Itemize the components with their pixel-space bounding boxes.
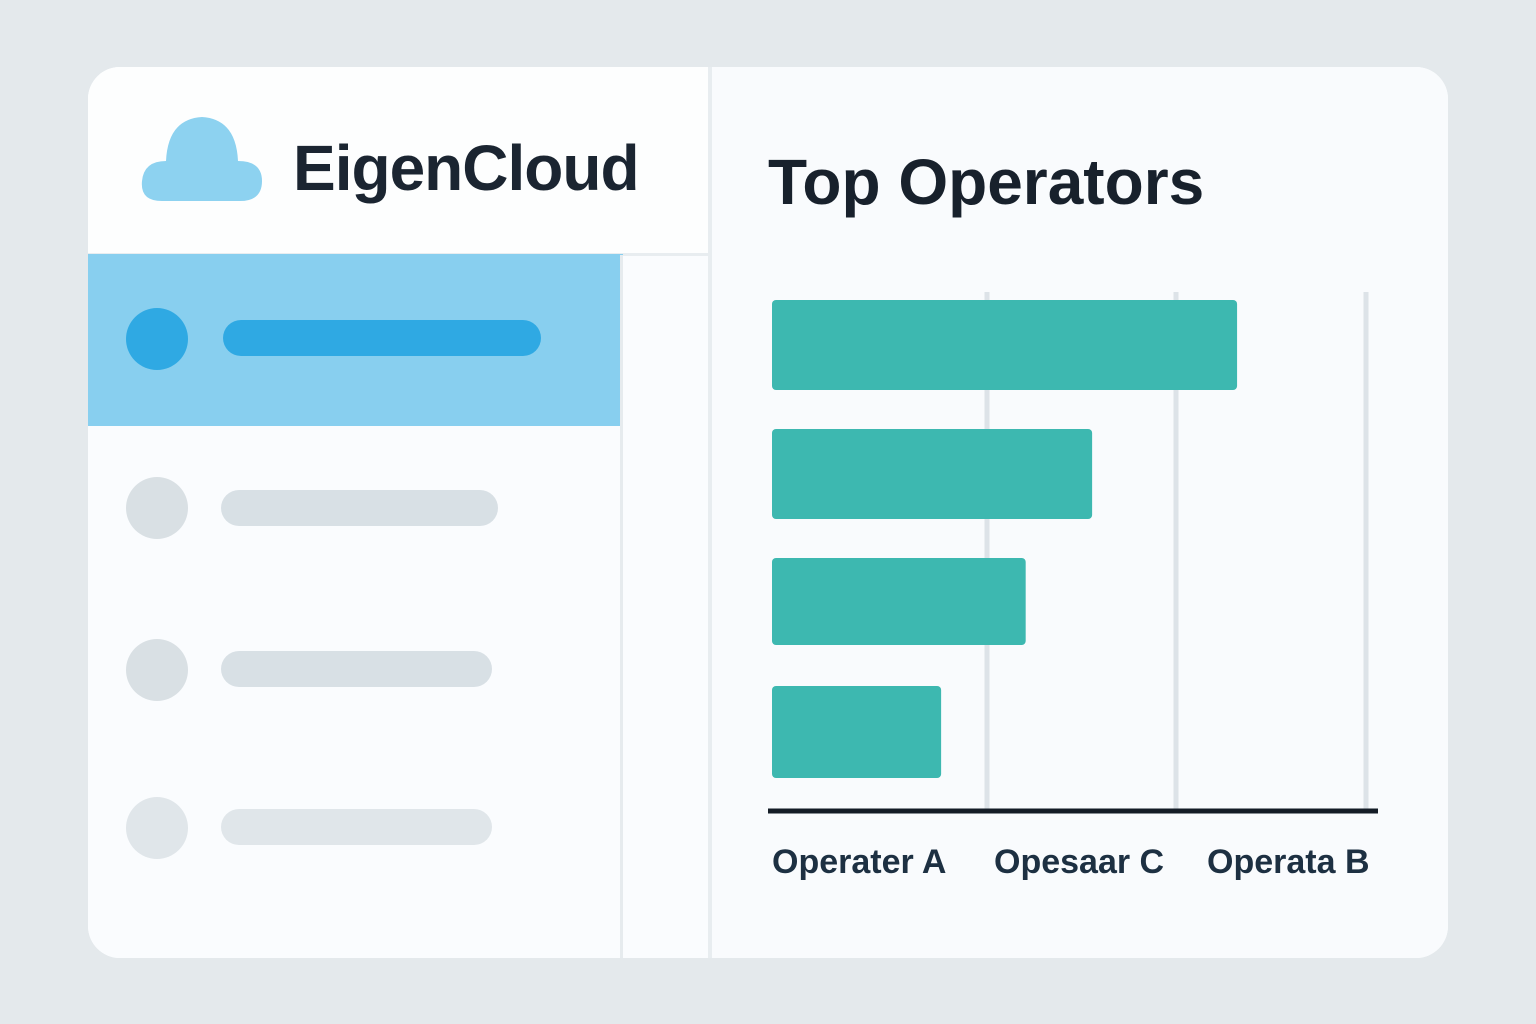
bar-3 xyxy=(772,558,1026,645)
nav-item-label-placeholder xyxy=(221,490,498,526)
x-tick-label: Operata B xyxy=(1207,843,1370,881)
nav-item-icon xyxy=(126,308,188,370)
nav-item-icon xyxy=(126,639,188,701)
sidebar-item-1[interactable] xyxy=(88,254,623,426)
nav-item-icon xyxy=(126,797,188,859)
x-tick-label: Opesaar C xyxy=(994,843,1164,881)
divider xyxy=(708,67,712,958)
sidebar: EigenCloud xyxy=(88,67,708,958)
nav-item-label-placeholder xyxy=(221,809,492,845)
cloud-icon xyxy=(141,117,262,201)
nav-item-icon xyxy=(126,477,188,539)
chart-panel: Operater A Opesaar C Operata B Top Operato… xyxy=(712,67,1448,958)
sidebar-header: EigenCloud xyxy=(88,67,708,256)
app-window: EigenCloud Operater A Opesaar C Operata B … xyxy=(88,67,1448,958)
divider xyxy=(620,255,623,958)
bar-4 xyxy=(772,686,942,778)
bar-chart: Operater A Opesaar C Operata B xyxy=(768,292,1378,881)
sidebar-item-2[interactable] xyxy=(88,437,623,577)
nav-item-label-placeholder xyxy=(221,651,492,687)
bar-2 xyxy=(772,429,1093,519)
sidebar-item-3[interactable] xyxy=(88,599,623,739)
chart-title: Top Operators xyxy=(768,146,1205,218)
nav-item-label-placeholder xyxy=(223,320,541,356)
sidebar-item-4[interactable] xyxy=(88,757,623,897)
brand-name: EigenCloud xyxy=(293,132,640,204)
bar-1 xyxy=(772,300,1238,390)
x-tick-label: Operater A xyxy=(772,843,946,881)
